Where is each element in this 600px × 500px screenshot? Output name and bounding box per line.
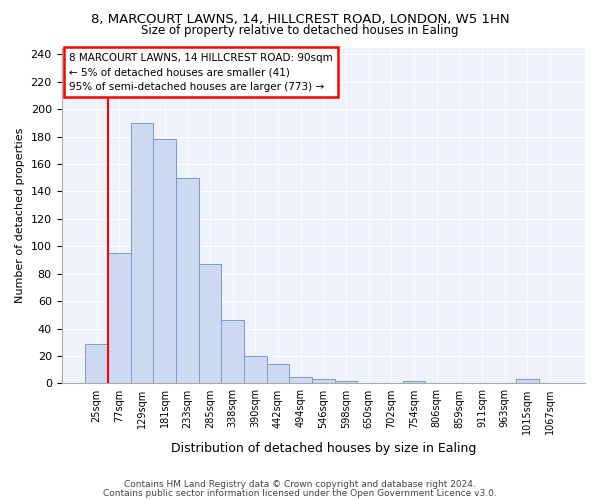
Bar xyxy=(266,364,289,384)
Bar xyxy=(244,356,266,384)
Text: Contains public sector information licensed under the Open Government Licence v3: Contains public sector information licen… xyxy=(103,488,497,498)
Y-axis label: Number of detached properties: Number of detached properties xyxy=(15,128,25,303)
Bar xyxy=(85,344,108,384)
Bar xyxy=(131,123,154,384)
X-axis label: Distribution of detached houses by size in Ealing: Distribution of detached houses by size … xyxy=(170,442,476,455)
Bar xyxy=(154,140,176,384)
Text: 8, MARCOURT LAWNS, 14, HILLCREST ROAD, LONDON, W5 1HN: 8, MARCOURT LAWNS, 14, HILLCREST ROAD, L… xyxy=(91,12,509,26)
Text: Contains HM Land Registry data © Crown copyright and database right 2024.: Contains HM Land Registry data © Crown c… xyxy=(124,480,476,489)
Bar xyxy=(176,178,199,384)
Bar xyxy=(221,320,244,384)
Bar xyxy=(312,380,335,384)
Bar xyxy=(289,376,312,384)
Text: 8 MARCOURT LAWNS, 14 HILLCREST ROAD: 90sqm
← 5% of detached houses are smaller (: 8 MARCOURT LAWNS, 14 HILLCREST ROAD: 90s… xyxy=(70,52,333,92)
Bar xyxy=(108,253,131,384)
Bar xyxy=(199,264,221,384)
Bar xyxy=(403,380,425,384)
Bar xyxy=(516,380,539,384)
Bar xyxy=(335,380,357,384)
Text: Size of property relative to detached houses in Ealing: Size of property relative to detached ho… xyxy=(141,24,459,37)
